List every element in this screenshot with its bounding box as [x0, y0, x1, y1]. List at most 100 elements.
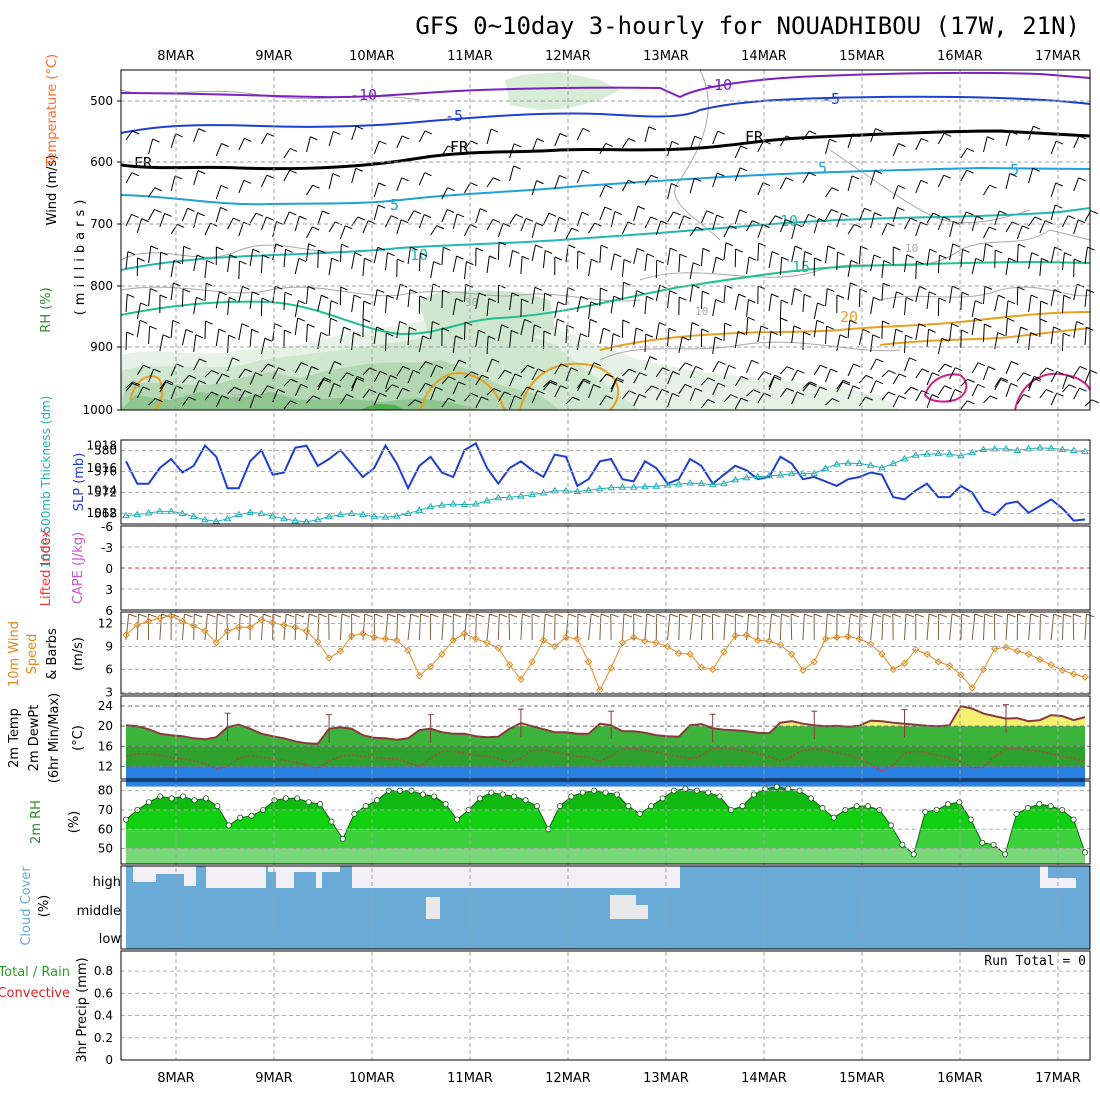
wind10m-barb: [1028, 613, 1032, 641]
thickness-point: [720, 479, 728, 487]
upper-barb-feather: [976, 215, 984, 220]
upper-barb-feather: [159, 294, 168, 299]
thickness-point: [550, 486, 559, 494]
upper-barb: [249, 249, 254, 267]
upper-barb: [554, 133, 561, 147]
wind10m-point: [291, 623, 299, 632]
wind10m-barb-feather: [735, 613, 744, 618]
wind10m-point: [1036, 655, 1044, 664]
upper-barb-feather: [274, 323, 282, 328]
upper-barb: [1050, 204, 1056, 221]
wind10m-barb-feather: [272, 613, 282, 618]
upper-barb-feather: [639, 393, 647, 398]
rh-point: [1070, 816, 1077, 823]
upper-barb-feather: [525, 217, 534, 222]
upper-barb-feather: [582, 169, 590, 174]
upper-barb-feather: [537, 368, 546, 373]
upper-barb: [813, 320, 818, 338]
upper-barb-feather: [920, 221, 928, 226]
upper-barb-feather: [581, 211, 590, 216]
upper-barb: [971, 362, 979, 374]
upper-barb-feather: [425, 361, 433, 366]
upper-barb-feather: [481, 374, 489, 379]
upper-barb: [599, 206, 606, 221]
upper-barb-feather: [702, 247, 711, 252]
upper-barb-feather: [897, 184, 906, 189]
wind10m-point: [178, 617, 187, 625]
rh-point: [1002, 851, 1009, 858]
upper-barb-feather: [627, 179, 636, 184]
upper-barb-feather: [786, 387, 794, 392]
thickness-point: [144, 509, 153, 516]
upper-barb-feather: [1054, 204, 1063, 209]
upper-barb-feather: [786, 366, 795, 371]
upper-barb: [249, 329, 253, 348]
upper-barb-feather: [554, 256, 563, 261]
rh-point: [476, 795, 483, 802]
wind10m-barb: [317, 613, 320, 641]
upper-barb-feather: [267, 132, 275, 137]
upper-barb-feather: [526, 386, 535, 391]
wind10m-barb-feather: [420, 613, 429, 618]
upper-barb-feather: [544, 250, 553, 254]
upper-barb-feather: [132, 130, 140, 135]
upper-barb-feather: [456, 255, 464, 260]
upper-barb: [509, 165, 515, 182]
upper-barb-feather: [1053, 326, 1061, 331]
wind10m-barb-feather: [466, 613, 475, 618]
upper-barb: [170, 133, 177, 149]
upper-barb: [768, 376, 775, 391]
upper-barb-feather: [977, 383, 985, 388]
upper-barb: [610, 296, 615, 314]
upper-barb: [937, 363, 946, 373]
wind10m-point: [551, 642, 559, 651]
wind10m-point: [257, 615, 266, 624]
upper-barb: [125, 251, 129, 270]
upper-barb-feather: [560, 385, 568, 390]
upper-barb: [892, 329, 897, 347]
upper-barb-feather: [356, 377, 364, 382]
wind10m-barb-feather: [508, 613, 518, 618]
wind10m-point: [731, 632, 739, 640]
upper-barb: [430, 386, 437, 401]
upper-barb: [384, 295, 388, 314]
upper-barb: [779, 177, 787, 190]
upper-barb: [655, 367, 663, 378]
wind10m-barb: [159, 613, 163, 641]
upper-barb: [373, 371, 381, 383]
upper-barb: [644, 334, 647, 353]
upper-barb-feather: [196, 296, 204, 301]
upper-barb-feather: [752, 220, 760, 225]
upper-barb: [734, 331, 739, 349]
upper-barb: [621, 179, 629, 192]
upper-barb: [588, 259, 592, 277]
upper-barb: [576, 296, 582, 313]
wind10m-point: [979, 665, 988, 674]
upper-barb-feather: [150, 245, 159, 250]
upper-barb: [633, 206, 639, 222]
upper-barb-feather: [669, 290, 677, 295]
rh-point: [1013, 810, 1020, 817]
upper-barb: [588, 362, 595, 376]
thickness-point: [742, 473, 751, 481]
upper-barb: [599, 288, 601, 307]
upper-barb-feather: [345, 225, 353, 230]
upper-barb-feather: [221, 143, 229, 147]
thickness-point: [629, 483, 638, 490]
cloud-middle-gap: [610, 895, 636, 919]
rh-point: [716, 793, 723, 800]
frame-stab: [120, 525, 1091, 611]
upper-barb: [1084, 247, 1088, 265]
upper-barb: [283, 378, 291, 387]
upper-barb-feather: [701, 328, 709, 333]
upper-barb: [294, 384, 302, 397]
upper-barb-feather: [196, 254, 205, 259]
wind10m-barb: [407, 613, 412, 641]
upper-barb-feather: [1053, 289, 1062, 294]
upper-barb: [441, 247, 444, 266]
upper-barb: [464, 224, 471, 237]
upper-barb: [227, 297, 230, 316]
upper-barb-feather: [307, 323, 315, 328]
upper-barb-feather: [920, 179, 929, 184]
upper-barb: [802, 130, 810, 141]
